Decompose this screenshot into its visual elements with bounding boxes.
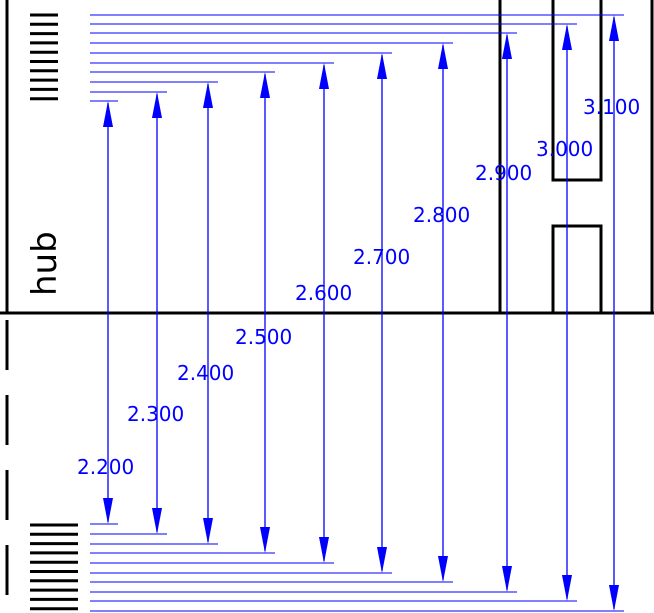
arrowhead-up xyxy=(502,33,512,59)
arrowhead-down xyxy=(203,518,213,544)
hatch-bottom xyxy=(30,523,78,611)
dimension-label: 3.000 xyxy=(536,137,593,161)
dimension-label: 2.200 xyxy=(77,455,134,479)
hatch-top xyxy=(30,13,58,101)
hub-label: hub xyxy=(25,231,65,296)
dimension-label: 2.300 xyxy=(127,402,184,426)
dimension-9: 3.000 xyxy=(90,23,593,602)
arrowhead-up xyxy=(562,24,572,50)
arrowhead-down xyxy=(609,585,619,611)
arrowhead-down xyxy=(319,537,329,563)
dimension-label: 2.400 xyxy=(177,361,234,385)
dimension-label: 2.800 xyxy=(413,203,470,227)
dimension-3: 2.400 xyxy=(90,81,234,545)
arrowhead-up xyxy=(438,43,448,69)
arrowhead-up xyxy=(203,82,213,108)
arrowhead-down xyxy=(152,508,162,534)
dimension-label: 2.900 xyxy=(475,161,532,185)
arrowhead-up xyxy=(152,92,162,118)
dimension-5: 2.600 xyxy=(90,62,352,564)
arrowhead-down xyxy=(377,547,387,573)
arrowhead-up xyxy=(377,53,387,79)
arrowhead-up xyxy=(103,101,113,127)
dimension-1: 2.200 xyxy=(77,100,134,525)
dimension-label: 2.500 xyxy=(235,325,292,349)
arrowhead-down xyxy=(260,527,270,553)
arrowhead-down xyxy=(562,575,572,601)
arrowhead-up xyxy=(260,72,270,98)
dimension-label: 2.600 xyxy=(295,281,352,305)
dimensions-group: 2.200 2.300 2.4002.5002.6002.7002.8002.900… xyxy=(77,14,640,612)
dimension-label: 3.100 xyxy=(583,95,640,119)
arrowhead-down xyxy=(438,556,448,582)
dimension-4: 2.500 xyxy=(90,71,292,554)
arrowhead-down xyxy=(103,498,113,524)
arrowhead-up xyxy=(609,15,619,41)
dimension-7: 2.800 xyxy=(90,42,470,583)
dimension-8: 2.900 xyxy=(90,32,532,593)
dimension-2: 2.300 xyxy=(90,91,184,535)
arrowhead-up xyxy=(319,63,329,89)
arrowhead-down xyxy=(502,566,512,592)
upper-slot xyxy=(551,0,603,182)
dimension-label: 2.700 xyxy=(353,245,410,269)
dimension-10: 3.100 xyxy=(90,14,640,612)
dimension-6: 2.700 xyxy=(90,52,410,574)
lower-slot xyxy=(551,224,603,313)
